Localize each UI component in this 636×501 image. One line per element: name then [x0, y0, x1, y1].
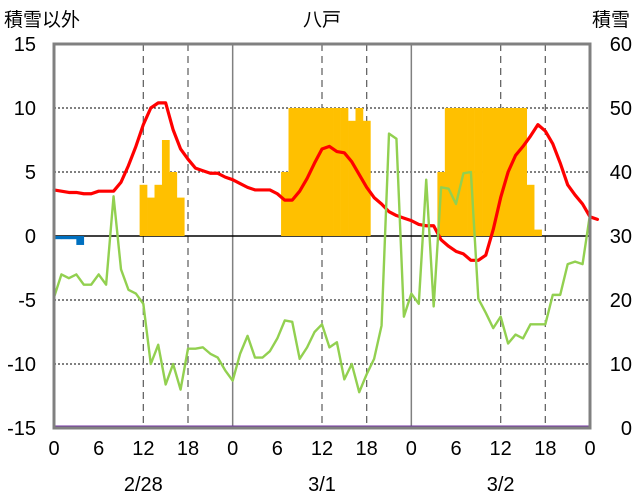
x-tick-label: 0 — [227, 438, 238, 460]
snow-depth-bar — [288, 108, 297, 236]
snow-depth-bar — [139, 184, 148, 236]
precipitation-bar — [68, 236, 77, 240]
snow-depth-bar — [340, 108, 349, 236]
x-tick-label: 18 — [356, 438, 378, 460]
precipitation-bar — [76, 236, 85, 245]
snow-depth-bar — [362, 120, 371, 236]
x-tick-label: 6 — [93, 438, 104, 460]
snow-depth-bar — [147, 197, 155, 236]
x-tick-labels: 0 6 12 18 0 6 12 18 0 6 12 18 0 — [48, 438, 595, 460]
date-label: 2/28 — [124, 474, 163, 496]
left-tick-label: -5 — [18, 290, 36, 312]
snow-depth-bar — [444, 108, 453, 236]
precipitation-bar — [54, 236, 62, 240]
right-tick-label: 20 — [610, 290, 632, 312]
chart-title: 八戸 — [303, 9, 341, 31]
series-lines — [52, 101, 600, 394]
date-label: 3/1 — [308, 474, 336, 496]
temperature-line — [52, 101, 600, 262]
x-tick-label: 0 — [584, 438, 595, 460]
snow-depth-bar — [526, 184, 535, 236]
snow-depth-bar — [169, 172, 178, 236]
snow-depth-bar — [325, 108, 334, 236]
snow-depth-bar — [161, 140, 170, 236]
snow-depth-bar — [176, 197, 185, 236]
left-tick-label: 15 — [14, 34, 36, 56]
snow-depth-bar — [482, 108, 490, 236]
snow-depth-bar — [295, 108, 304, 236]
snow-depth-bar — [333, 108, 341, 236]
snow-depth-bar — [281, 172, 289, 236]
x-tick-label: 12 — [132, 438, 154, 460]
snow-depth-bar — [154, 184, 163, 236]
snow-depth-bar — [496, 108, 505, 236]
x-tick-label: 6 — [272, 438, 283, 460]
right-tick-label: 0 — [621, 418, 632, 440]
right-tick-label: 10 — [610, 354, 632, 376]
x-tick-label: 6 — [450, 438, 461, 460]
left-tick-label: 5 — [25, 162, 36, 184]
date-label: 3/2 — [487, 474, 515, 496]
x-tick-label: 0 — [406, 438, 417, 460]
snow-depth-bar — [511, 108, 520, 236]
right-tick-label: 60 — [610, 34, 632, 56]
snow-depth-bar — [310, 108, 319, 236]
left-tick-labels: 15 10 5 0 -5 -10 -15 — [7, 34, 36, 440]
snow-depth-bar — [318, 108, 327, 236]
date-labels: 2/28 3/1 3/2 — [124, 474, 515, 496]
left-tick-label: 0 — [25, 226, 36, 248]
plot-frame — [52, 42, 592, 430]
right-axis-label: 積雪 — [592, 9, 630, 31]
snow-depth-bar — [459, 108, 468, 236]
x-tick-label: 12 — [311, 438, 333, 460]
right-tick-label: 50 — [610, 98, 632, 120]
x-tick-label: 0 — [48, 438, 59, 460]
snow-depth-bar — [519, 108, 528, 236]
secondary-line — [52, 132, 592, 394]
right-tick-labels: 60 50 40 30 20 10 0 — [610, 34, 632, 440]
right-tick-label: 30 — [610, 226, 632, 248]
precipitation-bar — [61, 236, 70, 240]
left-tick-label: -10 — [7, 354, 36, 376]
snow-depth-bar — [474, 108, 483, 236]
x-tick-label: 12 — [490, 438, 512, 460]
snow-depth-bar — [489, 108, 498, 236]
snow-depth-bar — [452, 108, 461, 236]
snow-depth-bars — [139, 108, 542, 236]
x-tick-label: 18 — [177, 438, 199, 460]
snow-depth-bar — [348, 120, 356, 236]
snow-depth-bar — [303, 108, 312, 236]
x-tick-label: 18 — [534, 438, 556, 460]
plot-border — [52, 42, 592, 430]
left-tick-label: 10 — [14, 98, 36, 120]
precipitation-bars — [54, 236, 85, 245]
left-axis-label: 積雪以外 — [4, 9, 80, 31]
left-tick-label: -15 — [7, 418, 36, 440]
right-tick-label: 40 — [610, 162, 632, 184]
snow-depth-bar — [534, 229, 542, 236]
